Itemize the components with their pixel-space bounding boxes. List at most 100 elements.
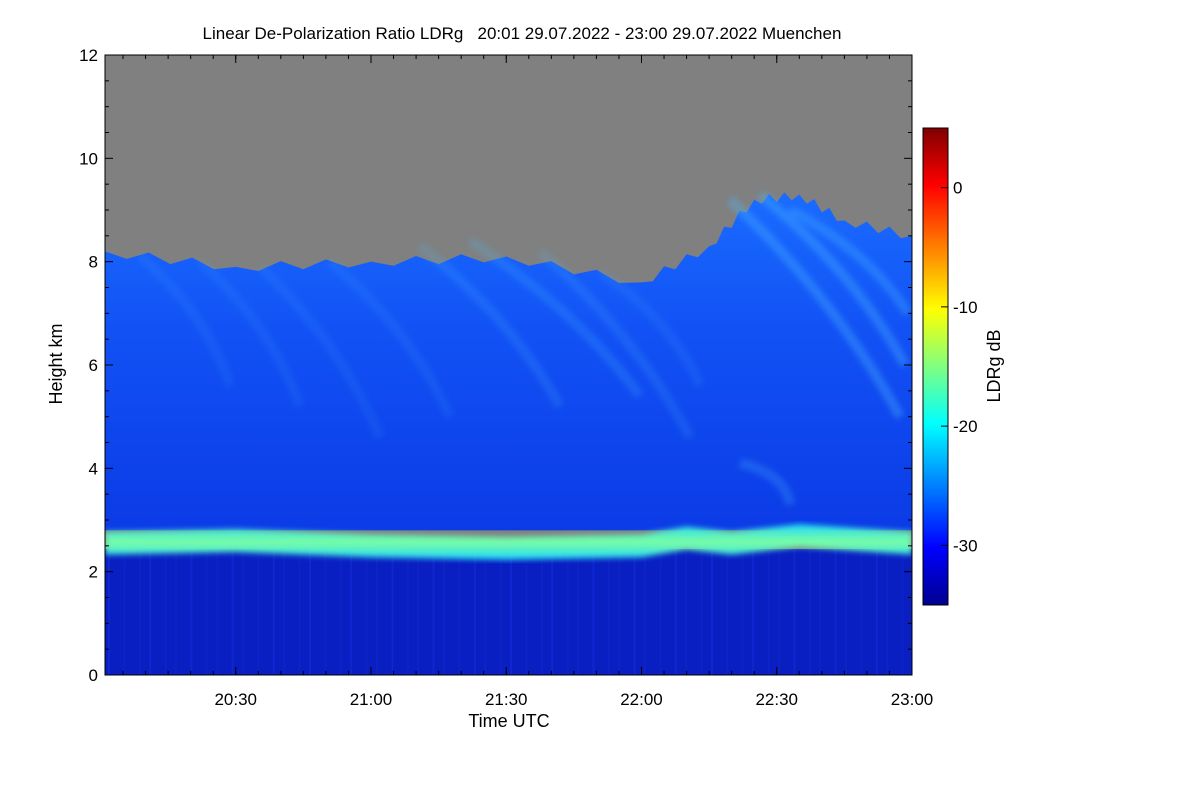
x-tick-label: 21:30: [485, 690, 528, 709]
stripe: [324, 549, 327, 675]
x-tick-label: 21:00: [350, 690, 393, 709]
cloud-streaks: [136, 190, 912, 506]
stripe: [391, 549, 394, 675]
stripe: [886, 549, 889, 675]
y-axis-label: Height km: [46, 323, 66, 404]
stripe: [339, 549, 342, 675]
stripe: [685, 549, 688, 675]
cloud-streak: [416, 242, 565, 409]
stripe: [164, 549, 167, 675]
stripe: [659, 549, 662, 675]
stripe: [149, 549, 152, 675]
stripe: [376, 549, 378, 675]
y-axis: 0 2 4 6 8 10 12: [79, 46, 912, 685]
colorbar-axis: 0 -10 -20 -30: [941, 179, 978, 555]
stripe: [283, 549, 286, 675]
stripe: [510, 549, 512, 675]
stripe: [674, 549, 677, 675]
stripe: [231, 549, 234, 675]
stripe: [365, 549, 368, 675]
stripe: [860, 549, 863, 675]
stripe: [205, 549, 208, 675]
y-tick-label: 12: [79, 46, 98, 65]
stripe: [432, 549, 435, 675]
y-tick-label: 2: [89, 563, 98, 582]
x-axis-label: Time UTC: [468, 711, 549, 731]
stripe: [216, 549, 219, 675]
lower-air-region: [105, 549, 912, 675]
stripe: [190, 549, 193, 675]
stripe: [540, 549, 543, 675]
stripe: [350, 549, 353, 675]
x-axis: 20:30 21:00 21:30 22:00 22:30 23:00: [122, 55, 934, 709]
colorbar: [922, 127, 949, 606]
stripe: [778, 549, 780, 675]
stripe: [711, 549, 713, 675]
stripe: [551, 549, 554, 675]
layer-band: [105, 524, 912, 560]
cloud-streak: [467, 236, 645, 399]
stripe: [726, 549, 729, 675]
stripe: [592, 549, 595, 675]
cloud-streak: [787, 205, 912, 317]
stripe: [417, 549, 420, 675]
stripe: [752, 549, 755, 675]
cloud-streak: [196, 257, 305, 409]
stripe: [473, 549, 476, 675]
cloud-streak: [726, 196, 905, 420]
cloud-streak: [756, 190, 910, 368]
stripe: [123, 549, 126, 675]
cloud-streak: [136, 252, 235, 388]
colorbar-tick-label: 0: [953, 179, 962, 198]
stripe: [257, 549, 260, 675]
colorbar-tick-label: -10: [953, 298, 978, 317]
stripe: [484, 549, 487, 675]
stripe: [644, 549, 646, 675]
x-tick-label: 22:30: [755, 690, 798, 709]
stripe: [298, 549, 301, 675]
y-tick-label: 8: [89, 253, 98, 272]
stripe: [607, 549, 610, 675]
stripe: [767, 549, 770, 675]
stripe: [443, 549, 445, 675]
y-tick-label: 4: [89, 459, 98, 478]
stripe: [406, 549, 409, 675]
cloud-streak: [738, 458, 795, 506]
stripe: [175, 549, 177, 675]
stripe: [525, 549, 528, 675]
stripe: [875, 549, 878, 675]
upper-air-region: [105, 192, 912, 531]
x-tick-label: 23:00: [891, 690, 934, 709]
y-tick-label: 6: [89, 356, 98, 375]
stripe: [577, 549, 579, 675]
stripe: [458, 549, 461, 675]
x-tick-label: 22:00: [620, 690, 663, 709]
colorbar-tick-label: -20: [953, 417, 978, 436]
stripe: [618, 549, 621, 675]
colorbar-tick-label: -30: [953, 536, 978, 555]
stripe: [741, 549, 744, 675]
x-tick-label: 20:30: [214, 690, 257, 709]
stripe: [499, 549, 502, 675]
stripe: [700, 549, 703, 675]
cloud-streak: [326, 257, 455, 419]
stripe: [845, 549, 847, 675]
vertical-stripes: [108, 549, 904, 675]
cloud-streak: [597, 267, 705, 388]
heatmap-plot: [105, 55, 912, 675]
cloud-streak: [536, 247, 695, 440]
stripe: [834, 549, 837, 675]
chart-title: Linear De-Polarization Ratio LDRg 20:01 …: [203, 24, 842, 43]
y-tick-label: 10: [79, 149, 98, 168]
stripe: [108, 549, 110, 675]
cloud-streak: [256, 263, 385, 440]
stripe: [633, 549, 636, 675]
y-tick-label: 0: [89, 666, 98, 685]
stripe: [901, 549, 904, 675]
stripe: [272, 549, 275, 675]
stripe: [309, 549, 311, 675]
stripe: [138, 549, 141, 675]
stripe: [793, 549, 796, 675]
stripe: [242, 549, 244, 675]
